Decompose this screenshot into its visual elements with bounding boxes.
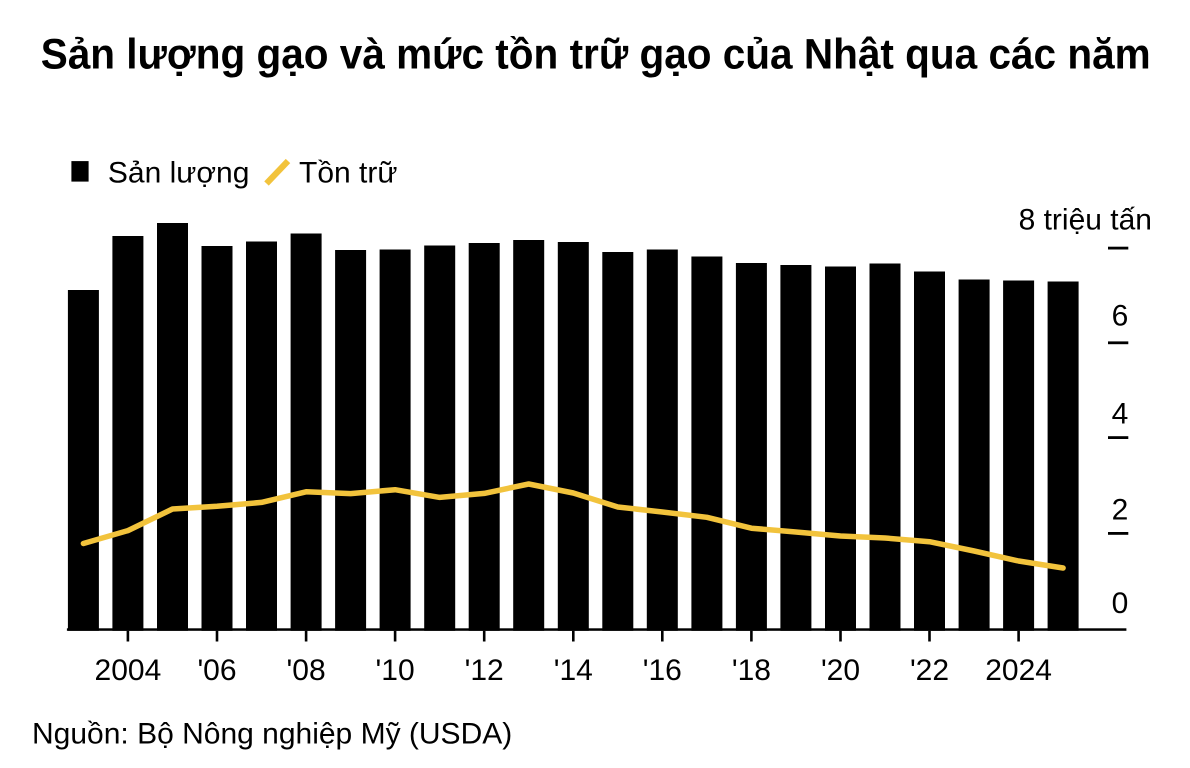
svg-text:2004: 2004 xyxy=(95,654,162,687)
svg-text:4: 4 xyxy=(1112,398,1129,431)
svg-text:Tồn trữ: Tồn trữ xyxy=(299,156,397,189)
svg-text:0: 0 xyxy=(1112,587,1129,620)
svg-text:2024: 2024 xyxy=(985,654,1052,687)
svg-text:2: 2 xyxy=(1112,493,1129,526)
svg-text:'18: '18 xyxy=(732,654,771,687)
svg-text:Sản lượng gạo và mức tồn trữ g: Sản lượng gạo và mức tồn trữ gạo của Nhậ… xyxy=(41,31,1151,79)
svg-text:6: 6 xyxy=(1112,300,1129,333)
svg-text:'08: '08 xyxy=(287,654,326,687)
svg-text:'06: '06 xyxy=(197,654,236,687)
svg-text:'12: '12 xyxy=(465,654,504,687)
svg-text:Sản lượng: Sản lượng xyxy=(108,156,250,189)
svg-text:8 triệu tấn: 8 triệu tấn xyxy=(1019,204,1152,237)
svg-text:'22: '22 xyxy=(910,654,949,687)
svg-text:Nguồn: Bộ Nông nghiệp Mỹ (USDA: Nguồn: Bộ Nông nghiệp Mỹ (USDA) xyxy=(32,717,512,750)
svg-text:'20: '20 xyxy=(821,654,860,687)
svg-text:'14: '14 xyxy=(554,654,593,687)
svg-text:'16: '16 xyxy=(643,654,682,687)
svg-text:'10: '10 xyxy=(376,654,415,687)
